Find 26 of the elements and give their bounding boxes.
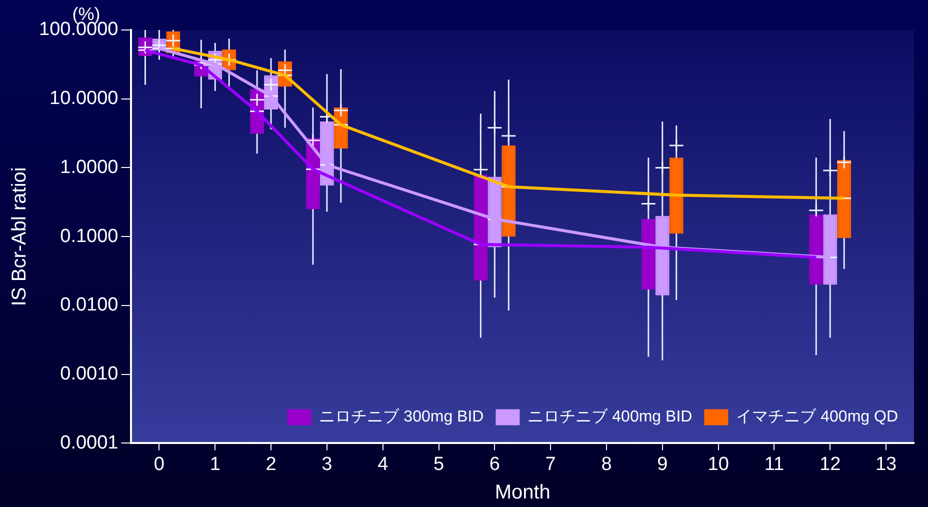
- x-tick-label: 4: [378, 454, 389, 475]
- x-tick-label: 1: [210, 454, 220, 475]
- y-tick-label: 0.0001: [60, 432, 118, 454]
- x-tick-label: 6: [489, 454, 500, 475]
- x-tick-label: 2: [266, 454, 276, 475]
- x-tick-label: 7: [545, 454, 556, 475]
- y-tick-label: 10.0000: [50, 88, 118, 110]
- x-tick-label: 9: [657, 454, 668, 475]
- x-tick-label: 12: [820, 454, 841, 475]
- x-tick-label: 10: [708, 454, 729, 475]
- x-tick-label: 8: [601, 454, 612, 475]
- y-tick-label: 0.0100: [60, 294, 118, 316]
- y-tick-label: 0.1000: [60, 226, 118, 247]
- text: (%): [72, 4, 100, 24]
- y-axis-title: IS Bcr-Abl ratioi: [8, 167, 31, 306]
- x-tick-label: 5: [433, 454, 444, 475]
- x-axis-title: Month: [494, 482, 550, 504]
- x-tick-label: 11: [764, 454, 784, 475]
- x-tick-label: 3: [322, 454, 332, 475]
- legend-label: ニロチニブ 300mg BID: [319, 408, 484, 426]
- y-tick-label: 0.0010: [60, 364, 118, 385]
- x-tick-label: 13: [875, 454, 897, 475]
- legend-label: ニロチニブ 400mg BID: [528, 408, 692, 426]
- x-tick-label: 0: [154, 454, 164, 475]
- y-tick-label: 1.0000: [60, 156, 118, 178]
- legend-label: イマチニブ 400mg QD: [736, 408, 898, 426]
